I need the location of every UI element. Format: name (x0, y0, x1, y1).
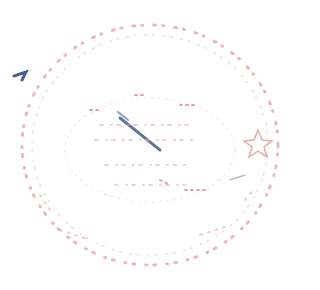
page-body (0, 0, 292, 290)
page: Seal {} html, body { margin: 0; padding:… (0, 0, 292, 290)
seal-image (0, 0, 292, 290)
